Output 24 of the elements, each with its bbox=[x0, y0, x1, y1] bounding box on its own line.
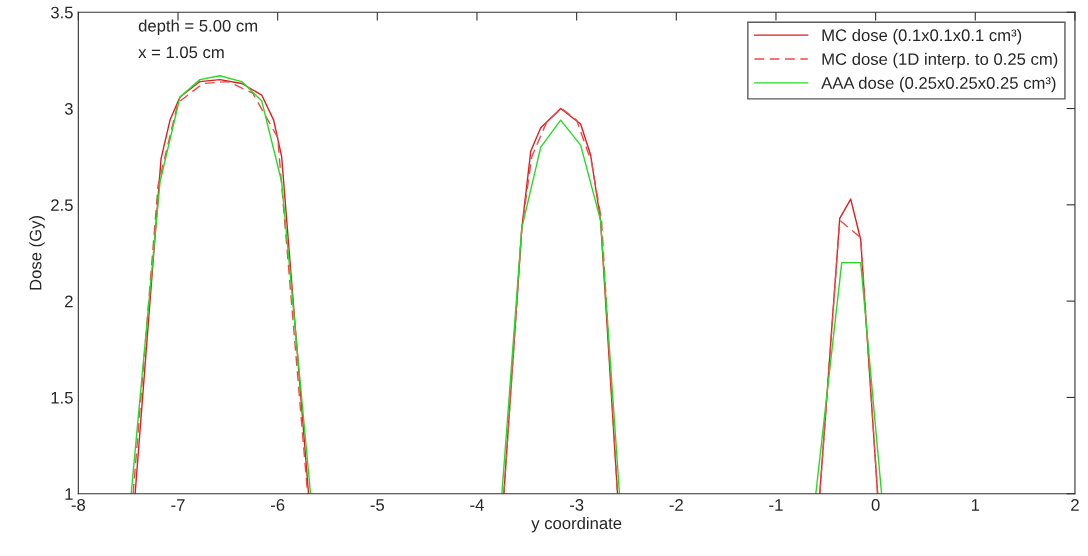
legend-label: MC dose (1D interp. to 0.25 cm) bbox=[822, 52, 1058, 69]
x-tick-label: -1 bbox=[769, 499, 783, 511]
annotation: x = 1.05 cm bbox=[138, 46, 224, 59]
y-tick-label: 1 bbox=[65, 488, 73, 500]
y-axis-title: Dose (Gy) bbox=[29, 216, 45, 290]
legend-label: MC dose (0.1x0.1x0.1 cm³) bbox=[822, 28, 1022, 45]
y-tick-label: 3.5 bbox=[50, 6, 73, 19]
x-tick-label: 1 bbox=[971, 499, 980, 511]
x-tick-label: -6 bbox=[270, 499, 285, 511]
x-tick-label: -3 bbox=[569, 499, 584, 511]
annotation: depth = 5.00 cm bbox=[138, 19, 258, 35]
legend-label: AAA dose (0.25x0.25x0.25 cm³) bbox=[821, 76, 1056, 93]
x-tick-label: -5 bbox=[370, 499, 385, 511]
x-tick-label: -7 bbox=[171, 499, 185, 511]
x-tick-label: 0 bbox=[871, 499, 880, 511]
x-tick-label: -4 bbox=[470, 499, 484, 511]
x-tick-label: -8 bbox=[71, 499, 86, 511]
y-tick-label: 2.5 bbox=[51, 199, 73, 212]
y-tick-label: 1.5 bbox=[51, 392, 73, 404]
x-tick-label: -2 bbox=[669, 499, 683, 511]
y-tick-label: 3 bbox=[64, 102, 73, 115]
y-tick-label: 2 bbox=[65, 295, 73, 308]
x-axis-title: y coordinate bbox=[531, 516, 622, 533]
x-tick-label: 2 bbox=[1071, 499, 1079, 511]
